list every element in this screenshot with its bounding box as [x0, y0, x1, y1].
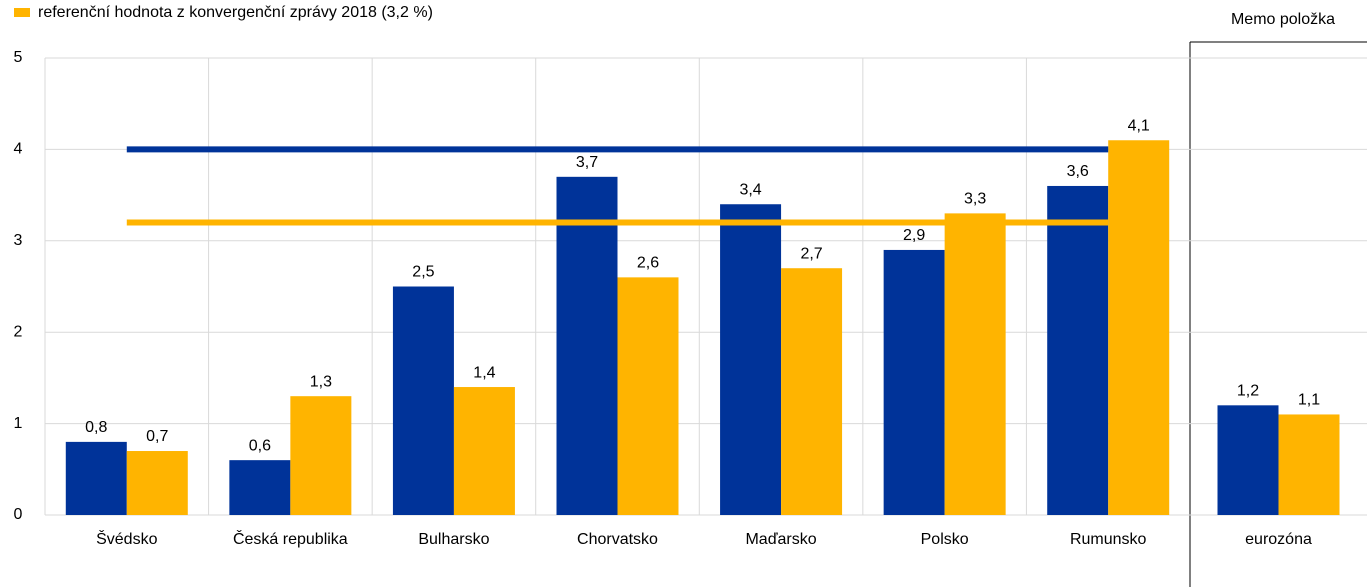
y-tick-label: 3: [14, 232, 23, 249]
value-label: 3,4: [739, 181, 761, 198]
bar: [65, 441, 127, 515]
x-tick-label: Rumunsko: [1069, 531, 1147, 548]
value-label: 0,7: [146, 428, 168, 445]
bar: [126, 451, 188, 515]
bar: [781, 268, 843, 515]
bar: [1217, 405, 1279, 515]
bar: [392, 286, 454, 515]
value-label: 2,5: [412, 264, 434, 281]
x-tick-label: Česká republika: [232, 531, 348, 548]
y-tick-label: 2: [14, 323, 23, 340]
x-tick-label: Maďarsko: [745, 531, 817, 548]
bar: [1108, 140, 1170, 515]
x-tick-label: Chorvatsko: [577, 531, 658, 548]
bar: [229, 460, 291, 515]
bar: [1278, 414, 1340, 515]
bar: [617, 277, 679, 515]
value-label: 0,6: [249, 437, 271, 454]
bar: [1047, 185, 1109, 515]
bar: [290, 396, 352, 515]
x-tick-label: eurozóna: [1245, 531, 1312, 548]
value-label: 1,1: [1298, 392, 1320, 409]
x-tick-label: Bulharsko: [418, 531, 490, 548]
value-label: 0,8: [85, 419, 107, 436]
value-label: 4,1: [1128, 117, 1150, 134]
value-label: 2,6: [637, 255, 659, 272]
value-label: 1,2: [1237, 383, 1259, 400]
x-tick-label: Polsko: [920, 531, 969, 548]
bar: [720, 204, 782, 516]
value-label: 1,3: [310, 373, 332, 390]
bar: [453, 387, 515, 515]
memo-label: Memo položka: [1231, 11, 1335, 28]
value-label: 1,4: [473, 364, 495, 381]
bar: [883, 249, 945, 515]
value-label: 3,6: [1067, 163, 1089, 180]
legend-label: referenční hodnota z konvergenční zprávy…: [38, 4, 433, 21]
legend-swatch: [14, 8, 30, 17]
value-label: 3,3: [964, 191, 986, 208]
y-tick-label: 0: [14, 506, 23, 523]
value-label: 2,7: [800, 245, 822, 262]
y-tick-label: 4: [14, 141, 23, 158]
bar: [944, 213, 1006, 515]
x-tick-label: Švédsko: [96, 531, 158, 548]
value-label: 2,9: [903, 227, 925, 244]
y-tick-label: 5: [14, 49, 23, 66]
bar: [556, 176, 618, 515]
value-label: 3,7: [576, 154, 598, 171]
y-tick-label: 1: [14, 415, 23, 432]
